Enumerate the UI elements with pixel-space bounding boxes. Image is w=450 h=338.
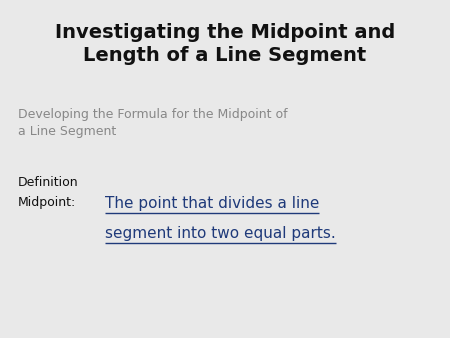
Text: Midpoint:: Midpoint: <box>18 196 76 209</box>
Text: Investigating the Midpoint and
Length of a Line Segment: Investigating the Midpoint and Length of… <box>55 23 395 65</box>
Text: Definition: Definition <box>18 176 79 189</box>
Text: The point that divides a line: The point that divides a line <box>105 196 320 211</box>
Text: Developing the Formula for the Midpoint of
a Line Segment: Developing the Formula for the Midpoint … <box>18 108 288 138</box>
Text: segment into two equal parts.: segment into two equal parts. <box>105 226 336 241</box>
